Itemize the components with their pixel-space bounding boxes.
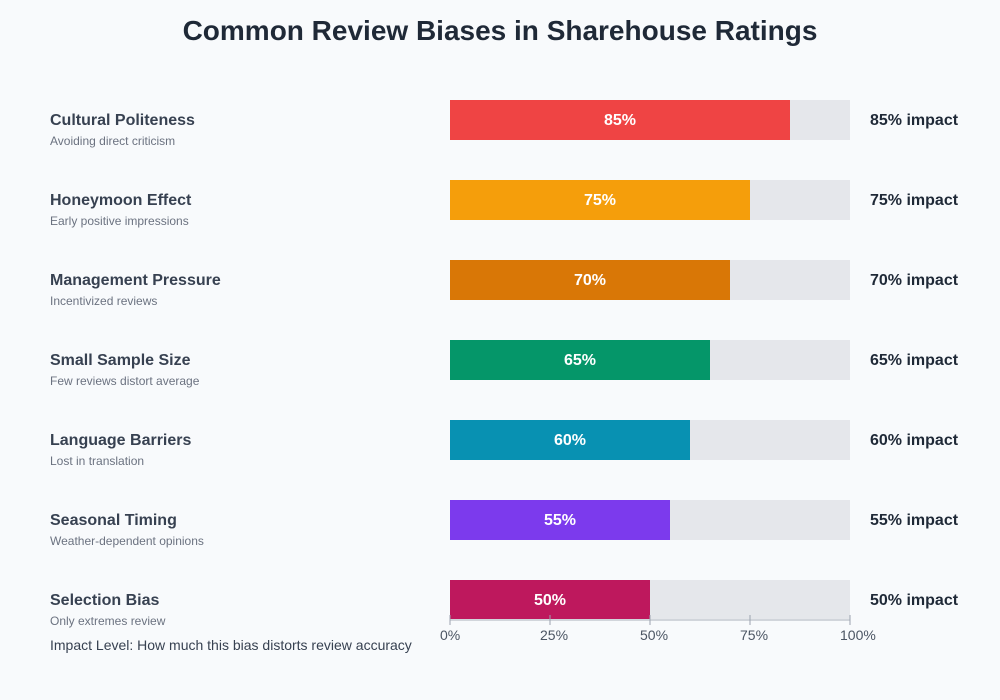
category-description: Early positive impressions [50,214,189,228]
bar-value-label: 55% [544,512,576,529]
bar-row: Management Pressure Incentivized reviews 7… [50,260,959,308]
bar-row: Selection Bias Only extremes review 50% 50%… [50,580,959,628]
impact-label: 65% impact [870,352,959,369]
bar [450,100,790,140]
category-description: Few reviews distort average [50,374,200,388]
impact-label: 85% impact [870,112,959,129]
impact-label: 50% impact [870,592,959,609]
category-description: Lost in translation [50,454,144,468]
category-label: Management Pressure [50,272,221,289]
x-axis: 0% 25% 50% 75% 100% [440,615,876,643]
x-axis-label: Impact Level: How much this bias distort… [50,637,412,653]
bar-row: Language Barriers Lost in translation 60% 6… [50,420,959,468]
category-label: Selection Bias [50,592,159,609]
category-description: Only extremes review [50,614,166,628]
bar-value-label: 60% [554,432,586,449]
bar [450,180,750,220]
bar [450,580,650,620]
category-label: Honeymoon Effect [50,192,192,209]
impact-label: 55% impact [870,512,959,529]
category-description: Weather-dependent opinions [50,534,204,548]
x-tick-label: 75% [740,627,768,643]
x-tick-label: 100% [840,627,876,643]
category-description: Avoiding direct criticism [50,134,175,148]
bar [450,260,730,300]
impact-label: 70% impact [870,272,959,289]
bar [450,420,690,460]
bar-row: Small Sample Size Few reviews distort ave… [50,340,959,388]
impact-label: 60% impact [870,432,959,449]
bar-value-label: 70% [574,272,606,289]
category-label: Small Sample Size [50,352,191,369]
category-label: Seasonal Timing [50,512,177,529]
x-tick-label: 25% [540,627,568,643]
impact-label: 75% impact [870,192,959,209]
x-tick-label: 50% [640,627,668,643]
category-label: Language Barriers [50,432,191,449]
bar-value-label: 85% [604,112,636,129]
bar-value-label: 65% [564,352,596,369]
x-tick-label: 0% [440,627,460,643]
category-label: Cultural Politeness [50,112,195,129]
bar-row: Cultural Politeness Avoiding direct criti… [50,100,959,148]
bar-value-label: 50% [534,592,566,609]
bar-row: Seasonal Timing Weather-dependent opinion… [50,500,959,548]
bar-row: Honeymoon Effect Early positive impressio… [50,180,959,228]
category-description: Incentivized reviews [50,294,157,308]
bar-value-label: 75% [584,192,616,209]
bar [450,500,670,540]
bar [450,340,710,380]
chart-title: Common Review Biases in Sharehouse Ratin… [183,15,818,46]
